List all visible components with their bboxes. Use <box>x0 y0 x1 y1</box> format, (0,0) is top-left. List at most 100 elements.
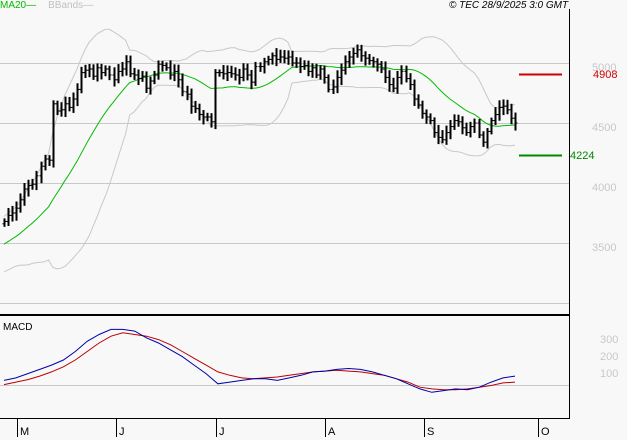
ohlc-bar <box>99 63 104 80</box>
ohlc-bar <box>274 48 279 67</box>
ohlc-bar <box>343 55 348 75</box>
ohlc-bar <box>489 117 494 135</box>
ohlc-bar <box>383 61 388 84</box>
ohlc-bar <box>197 103 202 121</box>
ohlc-bar <box>481 131 486 147</box>
macd-signal-line <box>3 332 516 391</box>
ohlc-bar <box>501 99 506 116</box>
ohlc-bar <box>217 69 222 77</box>
ohlc-bar <box>124 55 129 76</box>
ohlc-bar <box>43 154 48 171</box>
ohlc-bar <box>302 60 307 70</box>
macd-line <box>3 328 516 393</box>
support-label: 4224 <box>570 150 595 162</box>
ohlc-bar <box>505 99 510 115</box>
ohlc-bar <box>367 54 372 65</box>
ohlc-bar <box>464 122 469 136</box>
macd-tick-300: 300 <box>600 334 619 346</box>
ohlc-bar <box>428 113 433 125</box>
ohlc-bar <box>75 83 80 107</box>
macd-panel-label: MACD <box>3 322 33 333</box>
ohlc-bar <box>347 51 352 68</box>
ohlc-bar <box>322 65 327 84</box>
macd-tick-100: 100 <box>600 368 619 380</box>
ohlc-bar <box>180 73 185 97</box>
ohlc-bar <box>245 63 250 81</box>
ohlc-bar <box>107 65 112 81</box>
ohlc-bar <box>67 96 72 112</box>
ohlc-bar <box>233 67 238 81</box>
ohlc-bar <box>399 65 404 85</box>
ohlc-bar <box>331 79 336 94</box>
ohlc-bar <box>156 60 161 80</box>
ohlc-bar <box>432 117 437 138</box>
ohlc-bar <box>448 120 453 140</box>
ohlc-bar <box>359 44 364 62</box>
ohlc-bar <box>79 66 84 94</box>
ohlc-bar <box>22 183 27 206</box>
ohlc-bar <box>326 74 331 93</box>
ohlc-bar <box>55 100 60 116</box>
ohlc-bar <box>408 73 413 90</box>
bbands-lower <box>3 78 516 273</box>
ohlc-bar <box>318 65 323 80</box>
ohlc-bar <box>2 218 7 227</box>
ohlc-bar <box>391 77 396 93</box>
ohlc-bar <box>136 69 141 86</box>
ohlc-bar <box>237 68 242 85</box>
ohlc-bar <box>306 60 311 77</box>
ohlc-bar <box>440 130 445 144</box>
ma20-line <box>3 64 516 245</box>
ohlc-bar <box>201 110 206 125</box>
ohlc-bar <box>339 63 344 86</box>
ohlc-bar <box>335 70 340 94</box>
ohlc-bar <box>241 63 246 82</box>
ohlc-bar <box>375 58 380 72</box>
ohlc-bar <box>310 63 315 78</box>
ohlc-bar <box>95 63 100 82</box>
ohlc-bar <box>444 125 449 145</box>
ohlc-bar <box>87 63 92 78</box>
ohlc-bar <box>221 65 226 80</box>
ohlc-bar <box>26 179 31 197</box>
ohlc-bar <box>213 69 218 130</box>
ohlc-bar <box>460 116 465 135</box>
ohlc-bar <box>176 64 181 88</box>
ohlc-bar <box>116 64 121 84</box>
ohlc-bar <box>14 201 19 221</box>
ohlc-bar <box>189 88 194 114</box>
y-tick-5000: 5000 <box>592 62 617 74</box>
ohlc-bar <box>30 178 35 190</box>
x-tick-september: S <box>427 426 435 438</box>
x-tick-june: J <box>119 426 125 438</box>
price-gridlines <box>0 63 569 304</box>
ohlc-bar <box>164 62 169 71</box>
ohlc-bar <box>468 121 473 138</box>
ohlc-bar <box>363 51 368 66</box>
ohlc-bar <box>412 79 417 106</box>
ohlc-bar <box>34 170 39 191</box>
ohlc-bar <box>63 96 68 117</box>
ohlc-bar <box>456 114 461 127</box>
x-tick-august: A <box>328 426 336 438</box>
ohlc-bar <box>509 103 514 125</box>
ohlc-bar <box>59 102 64 117</box>
ohlc-bar <box>282 50 287 64</box>
ohlc-bar <box>290 50 295 67</box>
ohlc-bar <box>416 94 421 109</box>
ohlc-bar <box>493 107 498 126</box>
ohlc-bar <box>249 69 254 90</box>
ohlc-bar <box>120 62 125 77</box>
ohlc-bar <box>39 161 44 184</box>
ohlc-bar <box>298 57 303 74</box>
ohlc-bar <box>424 109 429 124</box>
ohlc-bar <box>152 70 157 85</box>
ohlc-bar <box>371 56 376 68</box>
ohlc-bar <box>132 67 137 80</box>
ohlc-bar <box>47 155 52 166</box>
ohlc-bar <box>172 64 177 82</box>
ohlc-bar <box>262 57 267 74</box>
ohlc-bar <box>225 65 230 81</box>
ohlc-bar <box>91 64 96 80</box>
y-tick-4000: 4000 <box>592 182 617 194</box>
